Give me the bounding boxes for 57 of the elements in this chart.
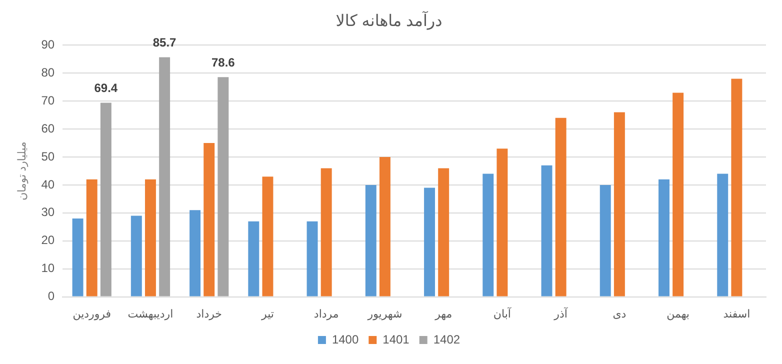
bar: [614, 112, 625, 296]
data-label: 69.4: [94, 81, 118, 96]
x-tick-label: مرداد: [314, 308, 339, 320]
bar: [190, 210, 201, 296]
x-tick-label: دی: [612, 308, 626, 320]
x-tick-label: آذر: [553, 306, 568, 320]
bar: [438, 168, 450, 296]
bar: [731, 78, 742, 296]
bar: [482, 174, 494, 296]
y-tick-label: 70: [41, 93, 55, 108]
bar: [72, 218, 84, 296]
bar: [672, 92, 684, 296]
bar: [248, 221, 260, 296]
bar: [130, 216, 142, 296]
bar: [600, 184, 611, 296]
x-tick-label: فروردین: [72, 308, 112, 320]
x-tick-label: اسفند: [723, 308, 750, 320]
legend-label: 1400: [332, 332, 359, 346]
bar: [496, 148, 508, 296]
data-label: 85.7: [152, 36, 177, 50]
y-axis-title: میلیارد تومان: [16, 141, 29, 200]
y-tick-label: 0: [48, 289, 55, 304]
x-tick-label: شهریور: [366, 308, 402, 320]
y-tick-label: 50: [41, 149, 55, 164]
bar: [306, 221, 318, 296]
x-tick-label: خرداد: [196, 308, 222, 320]
bar: [541, 165, 552, 296]
y-tick-label: 30: [41, 205, 55, 220]
x-tick-label: آبان: [493, 306, 512, 320]
bar: [555, 118, 566, 296]
bar: [159, 57, 170, 296]
x-tick-label: تیر: [260, 308, 274, 320]
chart-title: درآمد ماهانه کالا: [336, 10, 442, 30]
x-tick-label: اردیبهشت: [128, 308, 174, 320]
bar: [86, 179, 98, 296]
y-tick-label: 40: [41, 177, 55, 192]
bar: [218, 77, 229, 296]
legend-label: 1402: [433, 332, 460, 346]
bar: [144, 179, 156, 296]
bar: [658, 179, 670, 296]
y-tick-label: 80: [41, 65, 55, 80]
y-tick-label: 90: [41, 38, 55, 52]
bar: [262, 176, 274, 296]
bar: [100, 102, 112, 296]
data-label: 78.6: [211, 55, 236, 70]
x-tick-label: مهر: [434, 308, 452, 320]
x-tick-label: بهمن: [666, 308, 690, 320]
y-tick-label: 60: [41, 121, 55, 136]
bar: [204, 143, 215, 296]
bar: [424, 188, 435, 296]
bar: [379, 157, 390, 296]
bar: [320, 168, 332, 296]
y-tick-label: 10: [41, 261, 55, 276]
bar: [717, 174, 728, 296]
legend-label: 1401: [382, 332, 410, 346]
y-tick-label: 20: [41, 233, 55, 248]
bar: [365, 184, 376, 296]
